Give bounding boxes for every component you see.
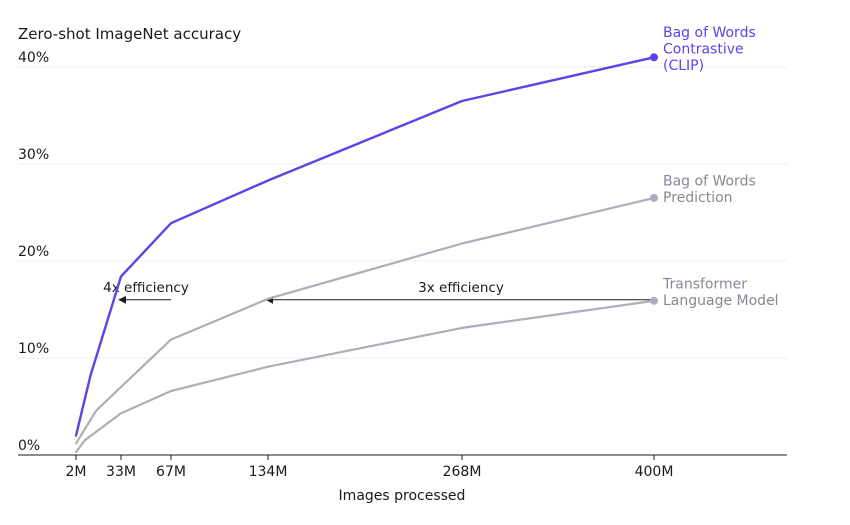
- x-tick-label: 400M: [635, 464, 674, 480]
- series-end-point: [650, 296, 658, 305]
- y-tick-label: 0%: [18, 438, 40, 454]
- series-label: Contrastive: [663, 41, 744, 57]
- efficiency-label: 3x efficiency: [418, 280, 504, 296]
- series: [74, 53, 658, 454]
- y-tick-label: 30%: [18, 147, 49, 163]
- x-tick-label: 67M: [156, 464, 186, 480]
- series-label: Transformer: [662, 277, 747, 293]
- series-line: [74, 196, 656, 445]
- series-line: [74, 299, 656, 454]
- series-label: Prediction: [663, 190, 733, 206]
- series-end-point: [650, 53, 658, 62]
- chart-title: Zero-shot ImageNet accuracy: [18, 25, 241, 43]
- series-label: (CLIP): [663, 58, 704, 74]
- axes: 2M 33M 67M 134M 268M 400M: [18, 454, 787, 480]
- y-tick-label: 20%: [18, 244, 49, 260]
- x-tick-label: 268M: [443, 464, 482, 480]
- series-label: Bag of Words: [663, 174, 756, 190]
- x-axis-label: Images processed: [339, 488, 466, 504]
- x-tick-label: 134M: [249, 464, 288, 480]
- series-line: [74, 56, 656, 437]
- x-tick-label: 2M: [66, 464, 87, 480]
- series-label: Bag of Words: [663, 25, 756, 41]
- series-end-point: [650, 193, 658, 202]
- annotations: 4x efficiency 3x efficiency: [103, 280, 654, 304]
- x-tick-label: 33M: [106, 464, 136, 480]
- y-tick-label: 40%: [18, 50, 49, 66]
- y-tick-label: 10%: [18, 341, 49, 357]
- series-label: Language Model: [663, 293, 779, 309]
- efficiency-label: 4x efficiency: [103, 280, 189, 296]
- grid: 0% 10% 20% 30% 40%: [18, 50, 787, 454]
